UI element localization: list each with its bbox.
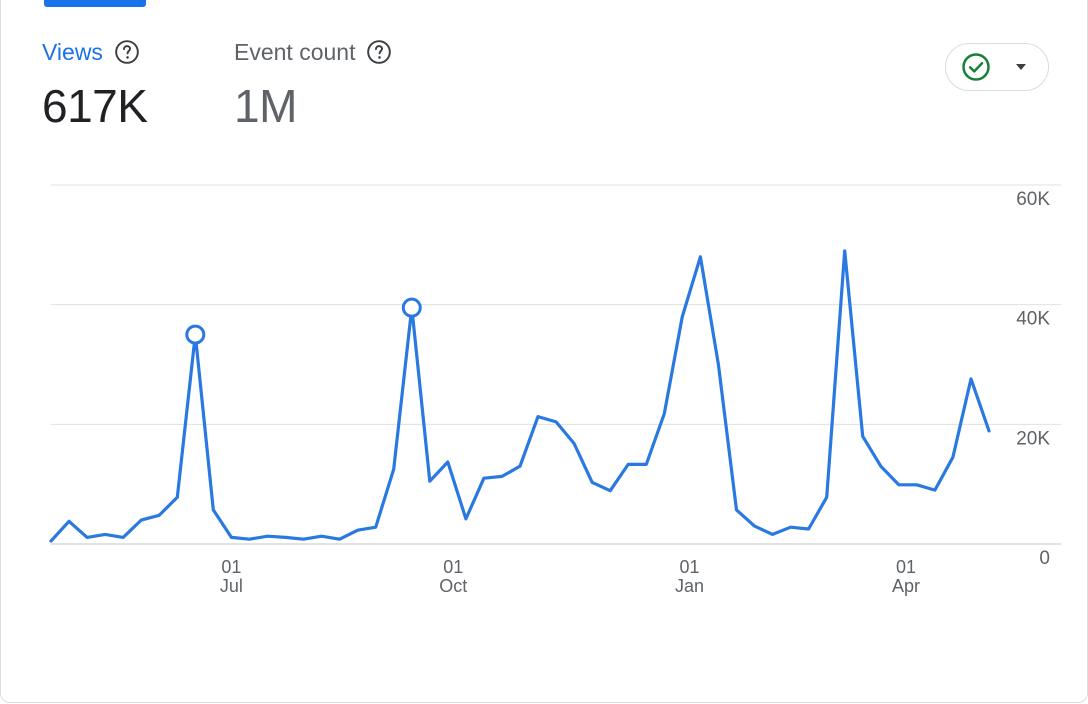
metric-tab-event-count[interactable]: Event count 1M [234,36,393,134]
x-tick-month: Jan [675,576,704,596]
caret-down-icon [1016,64,1026,70]
views-value: 617K [42,80,148,132]
help-icon[interactable] [113,38,141,66]
views-label: Views [42,38,103,65]
check-circle-icon [962,53,990,81]
x-tick-day: 01 [443,557,463,577]
x-tick-day: 01 [896,557,916,577]
series-layer [49,249,991,543]
metric-label-row: Event count [234,36,393,68]
help-icon[interactable] [365,38,393,66]
y-tick-label: 60K [1016,189,1050,210]
y-tick-label: 20K [1016,428,1050,449]
x-tick-month: Jul [220,576,243,596]
y-axis-ticks: 0 20K 40K 60K [1016,189,1050,569]
x-tick-day: 01 [221,557,241,577]
metric-label-row: Views [42,36,147,68]
metric-tab-views[interactable]: Views 617K [42,36,148,134]
y-tick-label: 0 [1039,548,1050,569]
y-tick-label: 40K [1016,309,1050,330]
x-tick-month: Oct [439,576,467,596]
event-count-value: 1M [234,80,297,132]
grid-lines [51,184,1061,545]
x-tick-month: Apr [892,576,920,596]
highlighted-data-point[interactable] [401,297,422,318]
views-series-line [49,249,991,543]
active-tab-indicator [44,0,146,7]
compare-dropdown-button[interactable] [945,43,1049,91]
highlighted-data-point[interactable] [185,324,206,345]
event-count-label: Event count [234,38,356,65]
x-tick-day: 01 [680,557,700,577]
